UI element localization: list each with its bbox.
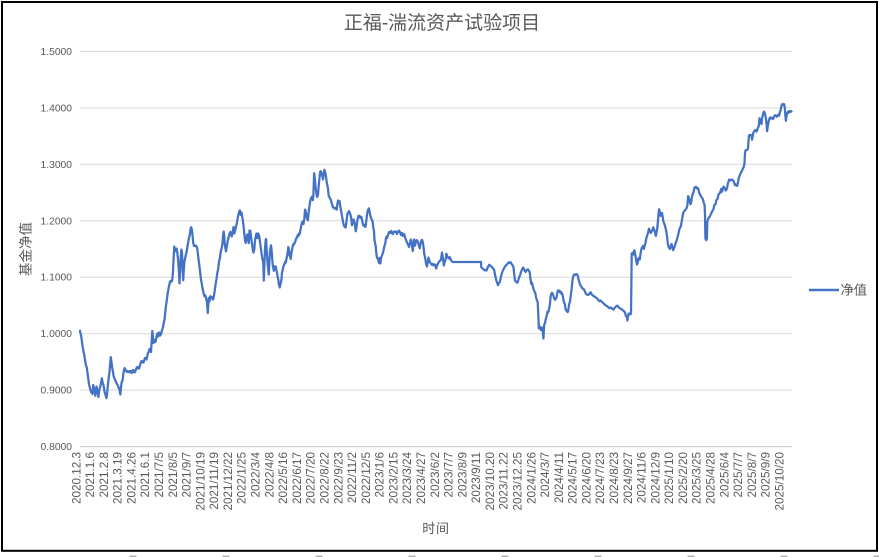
svg-text:2022/7/20: 2022/7/20	[305, 452, 318, 504]
svg-text:2022/1/25: 2022/1/25	[236, 452, 249, 504]
svg-text:2021/12/22: 2021/12/22	[222, 452, 235, 511]
svg-text:2023/2/15: 2023/2/15	[387, 452, 400, 504]
svg-text:2022/8/22: 2022/8/22	[319, 452, 332, 504]
svg-text:2022/12/5: 2022/12/5	[360, 452, 373, 504]
svg-text:2021.4.26: 2021.4.26	[125, 452, 138, 504]
svg-text:1.5000: 1.5000	[41, 47, 73, 58]
svg-text:2022/6/17: 2022/6/17	[291, 452, 304, 504]
svg-text:2024/8/23: 2024/8/23	[608, 452, 621, 504]
svg-text:2025/1/10: 2025/1/10	[663, 452, 676, 504]
svg-text:1.4000: 1.4000	[41, 103, 73, 114]
svg-text:2024/4/11: 2024/4/11	[553, 452, 566, 503]
svg-text:2023/9/11: 2023/9/11	[470, 452, 483, 503]
svg-text:2023/11.22: 2023/11.22	[498, 452, 511, 510]
svg-text:2025/4/28: 2025/4/28	[705, 452, 718, 504]
svg-text:2025/10/20: 2025/10/20	[773, 452, 786, 511]
svg-text:2025/2/20: 2025/2/20	[677, 452, 690, 504]
svg-text:2022/3/4: 2022/3/4	[250, 452, 263, 498]
svg-text:2021.1.6: 2021.1.6	[84, 452, 97, 498]
svg-text:2025/7/7: 2025/7/7	[732, 452, 745, 498]
svg-text:2021/8/5: 2021/8/5	[167, 452, 180, 498]
svg-text:2024/12/9: 2024/12/9	[649, 452, 662, 504]
svg-text:2020.12.3: 2020.12.3	[70, 452, 83, 504]
svg-text:基金净值: 基金净值	[18, 222, 34, 276]
svg-text:2024/5/17: 2024/5/17	[567, 452, 580, 504]
svg-text:2023/3/24: 2023/3/24	[401, 452, 414, 504]
svg-text:1.3000: 1.3000	[41, 160, 73, 171]
svg-text:2024/1/26: 2024/1/26	[525, 452, 538, 504]
svg-text:1.2000: 1.2000	[41, 216, 73, 227]
svg-text:2021.6.1: 2021.6.1	[139, 452, 152, 498]
svg-text:2021.3.19: 2021.3.19	[112, 452, 125, 504]
svg-text:0.9000: 0.9000	[41, 386, 73, 397]
svg-text:2023/10.20: 2023/10.20	[484, 452, 497, 511]
svg-text:1.1000: 1.1000	[41, 273, 73, 284]
svg-text:净值: 净值	[841, 283, 868, 298]
svg-text:1.0000: 1.0000	[41, 329, 73, 340]
svg-text:2023/8/9: 2023/8/9	[456, 452, 469, 498]
svg-text:2024/7/23: 2024/7/23	[594, 452, 607, 504]
svg-text:2024/9/27: 2024/9/27	[622, 452, 635, 504]
svg-text:2023/4/27: 2023/4/27	[415, 452, 428, 504]
svg-text:2023/7/7: 2023/7/7	[443, 452, 456, 498]
svg-text:0.8000: 0.8000	[41, 442, 73, 453]
svg-text:2025/9/9: 2025/9/9	[760, 452, 773, 498]
svg-text:2021/11/19: 2021/11/19	[208, 452, 221, 510]
svg-text:2022/11/2: 2022/11/2	[346, 452, 359, 503]
svg-text:2025/8/7: 2025/8/7	[746, 452, 759, 498]
svg-text:2021/9/7: 2021/9/7	[181, 452, 194, 498]
svg-text:2025/6/4: 2025/6/4	[718, 452, 731, 498]
svg-text:时间: 时间	[422, 521, 450, 536]
svg-text:2021/7/5: 2021/7/5	[153, 452, 166, 498]
svg-text:2021/10/19: 2021/10/19	[194, 452, 207, 511]
svg-text:2024/11/6: 2024/11/6	[636, 452, 649, 503]
svg-text:2022/5/16: 2022/5/16	[277, 452, 290, 504]
svg-text:2025/3/25: 2025/3/25	[691, 452, 704, 504]
svg-text:2023/12.25: 2023/12.25	[512, 452, 525, 511]
svg-text:2024/6/20: 2024/6/20	[580, 452, 593, 504]
svg-text:2023/1/6: 2023/1/6	[374, 452, 387, 498]
svg-text:2022/4/8: 2022/4/8	[263, 452, 276, 498]
svg-text:2023/6/2: 2023/6/2	[429, 452, 442, 498]
svg-text:2024/3/7: 2024/3/7	[539, 452, 552, 498]
svg-text:2022/9/23: 2022/9/23	[332, 452, 345, 504]
svg-text:2021.2.8: 2021.2.8	[98, 452, 111, 498]
svg-text:正福-湍流资产试验项目: 正福-湍流资产试验项目	[344, 12, 540, 34]
